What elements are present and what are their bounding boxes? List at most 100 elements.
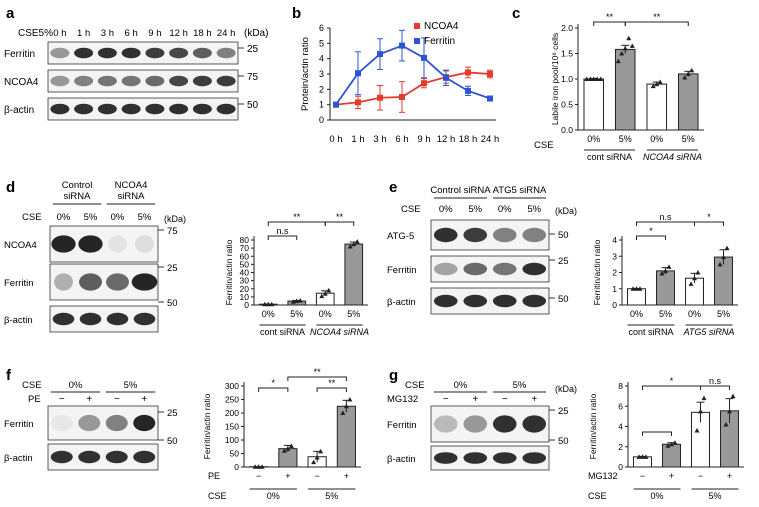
- chart-g-y-tick-label: 0: [618, 462, 623, 472]
- chart-f-y-tick-label: 200: [225, 408, 239, 418]
- chart-d-x-tick-label: 5%: [290, 309, 303, 319]
- panel-a-blot-row-band: [98, 104, 117, 115]
- chart-b-data-point: [421, 55, 427, 61]
- chart-g-row-label: CSE: [588, 491, 607, 501]
- chart-c-x-tick-label: 0%: [650, 134, 663, 144]
- blot-f-band-row-band: [106, 451, 128, 463]
- blot-g-treatment-label: MG132: [387, 394, 418, 405]
- panel-g-letter: g: [389, 367, 398, 384]
- blot-d-lane-label: 0%: [57, 212, 71, 223]
- chart-b-data-point: [421, 80, 427, 86]
- chart-b-x-tick-label: 3 h: [373, 134, 386, 145]
- blot-e-cse-label: CSE: [401, 204, 421, 215]
- blot-g-protein-label: β-actin: [387, 454, 416, 465]
- chart-g-significance-bracket: [643, 386, 701, 390]
- blot-e-marker-label: 50: [558, 294, 569, 305]
- chart-e-significance-bracket: [695, 222, 724, 226]
- chart-b-data-point: [465, 69, 471, 75]
- blot-d-protein-label: β-actin: [4, 315, 33, 326]
- chart-g-significance-bracket: [643, 432, 672, 436]
- chart-b-x-tick-label: 0 h: [329, 134, 342, 145]
- blot-d-band-row-band: [106, 273, 129, 290]
- chart-e-group-label: cont siRNA: [628, 327, 673, 337]
- chart-c-bar: [584, 79, 604, 130]
- panel-a-blot-row-band: [74, 76, 93, 87]
- blot-f-protein-label: Ferritin: [4, 419, 34, 430]
- chart-e-group-label: ATG5 siRNA: [683, 327, 735, 337]
- panel-a-blot-row-band: [217, 48, 236, 59]
- blot-e-marker-label: 25: [558, 256, 569, 267]
- chart-d-y-label: Ferritin/actin ratio: [224, 239, 234, 305]
- panel-a-timepoint-label: 0 h: [53, 28, 66, 39]
- blot-e-band-row-band: [522, 295, 546, 307]
- chart-c-significance-bracket: [594, 22, 626, 26]
- blot-g-treatment-mark: −: [502, 394, 508, 405]
- chart-d-data-point: [355, 239, 360, 244]
- chart-e-significance-label: *: [649, 226, 653, 236]
- blot-d-lane-label: 0%: [111, 212, 125, 223]
- chart-c-y-tick-label: 1.0: [561, 74, 573, 84]
- blot-d-marker-label: 25: [167, 263, 178, 274]
- chart-b-legend-marker: [414, 38, 420, 44]
- chart-c-y-label: Labile iron pool/10⁶ cells: [550, 33, 560, 125]
- chart-c-y-tick-label: 0.0: [561, 125, 573, 135]
- blot-g-treatment-mark: +: [472, 394, 478, 405]
- chart-b-legend-label: Ferritin: [424, 36, 455, 47]
- blot-e-band-row-band: [463, 228, 487, 242]
- blot-e-lane-label: 0%: [498, 204, 512, 215]
- chart-e-x-tick-label: 5%: [659, 309, 672, 319]
- chart-b-y-tick-label: 0: [319, 115, 324, 125]
- blot-e-band-row-band: [493, 295, 517, 307]
- blot-g-kda-unit: (kDa): [555, 384, 577, 394]
- blot-d-band-row-band: [79, 273, 102, 290]
- panel-a-blot-row-band: [50, 48, 69, 59]
- blot-f-band-row-band: [133, 415, 155, 431]
- chart-e-bar: [628, 289, 646, 305]
- panel-a-blot-row-band: [217, 104, 236, 115]
- blot-g-cse-group-label: 5%: [513, 380, 527, 391]
- blot-e-group-label: ATG5 siRNA: [493, 185, 547, 196]
- chart-g-data-point: [702, 396, 707, 401]
- blot-e-lane-label: 0%: [439, 204, 453, 215]
- chart-f-y-tick-label: 300: [225, 381, 239, 391]
- chart-d-y-tick-label: 80: [240, 235, 250, 245]
- blot-e-band-row-band: [434, 295, 458, 307]
- blot-d-cse-label: CSE: [22, 212, 42, 223]
- panel-a-blot-row-band: [74, 48, 93, 59]
- blot-f-marker-label: 50: [167, 436, 178, 447]
- chart-c-y-tick-label: 0.5: [561, 100, 573, 110]
- chart-f-group-label: 0%: [267, 491, 280, 501]
- blot-e-lane-label: 5%: [468, 204, 482, 215]
- chart-f-y-tick-label: 0: [234, 462, 239, 472]
- chart-b-y-tick-label: 5: [319, 38, 324, 48]
- chart-b-data-point: [355, 70, 361, 76]
- blot-e-lane-label: 5%: [527, 204, 541, 215]
- chart-f-x-tick-label: +: [285, 471, 290, 481]
- chart-b-y-tick-label: 2: [319, 84, 324, 94]
- chart-c-group-label: cont siRNA: [587, 152, 632, 162]
- blot-f-treatment-mark: +: [86, 394, 92, 405]
- panel-a-blot-row-band: [50, 104, 69, 115]
- panel-a-blot-row-band: [169, 48, 188, 59]
- blot-d-band-row-band: [51, 235, 75, 252]
- blot-e-band-row-band: [522, 228, 546, 242]
- chart-g-significance-label: n.s: [709, 376, 722, 386]
- blot-f-band-row-band: [133, 451, 155, 463]
- chart-e-y-tick-label: 4: [612, 235, 617, 245]
- blot-d-lane-label: 5%: [138, 212, 152, 223]
- blot-f-cse-group-label: 5%: [124, 380, 138, 391]
- chart-b-y-tick-label: 3: [319, 69, 324, 79]
- chart-g-row-label: MG132: [588, 471, 618, 481]
- chart-g-x-tick-label: +: [727, 471, 732, 481]
- blot-d-band-row-band: [108, 235, 127, 252]
- panel-a-timepoint-label: 1 h: [77, 28, 90, 39]
- panel-a-blot-row-band: [145, 76, 164, 87]
- panel-a-protein-label: NCOA4: [4, 77, 39, 88]
